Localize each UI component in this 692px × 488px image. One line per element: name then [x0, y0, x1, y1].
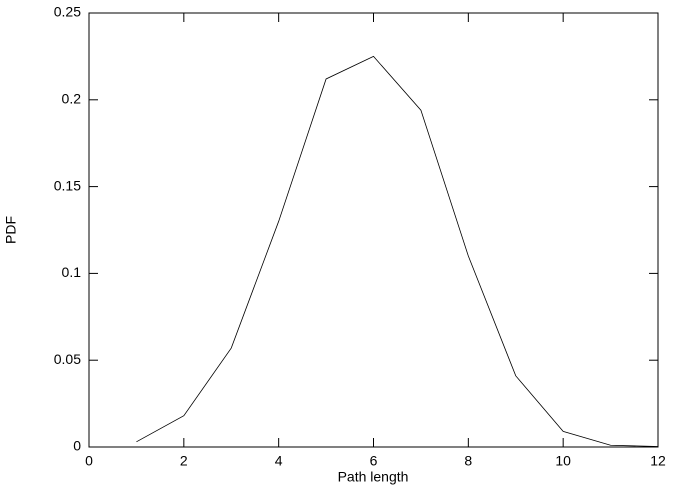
y-tick-label: 0.05	[54, 351, 81, 367]
y-tick-label: 0.1	[62, 264, 82, 280]
x-tick-label: 4	[275, 453, 283, 469]
data-line	[136, 55, 659, 447]
x-tick-label: 2	[180, 453, 188, 469]
x-tick-label: 10	[555, 453, 571, 469]
y-tick-label: 0.2	[62, 91, 82, 107]
x-axis-label: Path length	[338, 469, 409, 485]
x-tick-label: 6	[370, 453, 378, 469]
x-tick-label: 8	[464, 453, 472, 469]
x-tick-label: 12	[650, 453, 666, 469]
plot-frame	[88, 12, 659, 448]
y-tick-label: 0	[73, 438, 81, 454]
y-tick-label: 0.15	[54, 177, 81, 193]
y-tick-label: 0.25	[54, 4, 81, 20]
y-axis-label: PDF	[3, 216, 19, 244]
x-tick-label: 0	[85, 453, 93, 469]
